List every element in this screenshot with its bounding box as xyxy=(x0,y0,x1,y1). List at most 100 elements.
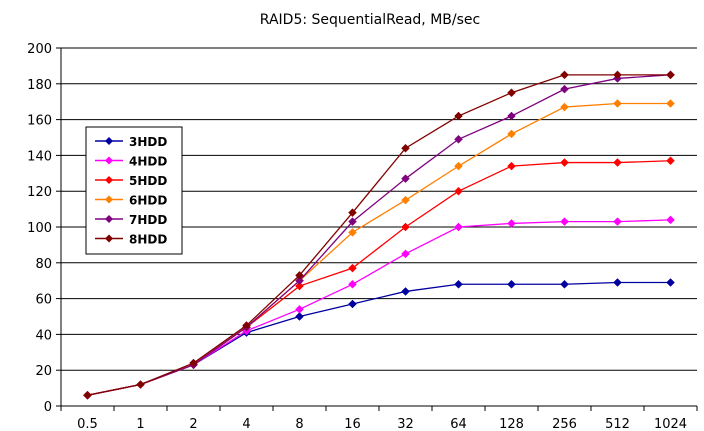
chart-title: RAID5: SequentialRead, MB/sec xyxy=(260,12,480,28)
data-point xyxy=(348,279,357,289)
x-tick-label: 128 xyxy=(499,417,524,431)
y-tick-label: 120 xyxy=(27,185,52,200)
data-point xyxy=(295,270,304,280)
data-point xyxy=(348,263,357,273)
data-point xyxy=(454,161,463,171)
x-tick-label: 0.5 xyxy=(77,417,98,431)
data-point xyxy=(348,228,357,237)
data-point xyxy=(454,222,463,232)
legend-item: 5HDD xyxy=(95,174,167,188)
data-point xyxy=(560,70,569,80)
legend-marker xyxy=(105,137,113,145)
data-point xyxy=(560,102,569,112)
data-point xyxy=(401,174,410,184)
axis-layer: 0 20 40 60 80 100 120 140 160 180 200 0.5 1 2 4 8 16 32 64… xyxy=(27,42,698,431)
legend-box xyxy=(85,126,183,255)
data-point xyxy=(613,217,622,226)
data-point xyxy=(348,299,357,309)
legend-label: 7HDD xyxy=(129,213,167,227)
y-tick-label: 0 xyxy=(44,400,52,415)
data-point xyxy=(507,279,516,289)
data-point xyxy=(401,222,410,232)
data-point xyxy=(666,99,675,108)
x-tick-label: 1024 xyxy=(654,417,687,431)
legend-item: 4HDD xyxy=(95,155,167,169)
legend-label: 4HDD xyxy=(129,155,167,169)
data-point xyxy=(666,70,675,80)
data-point xyxy=(613,99,622,108)
y-tick-label: 60 xyxy=(35,293,52,308)
x-tick-label: 16 xyxy=(344,417,361,431)
legend-marker xyxy=(105,195,113,204)
legend-item: 7HDD xyxy=(95,213,167,227)
y-tick-label: 160 xyxy=(27,114,52,129)
legend-label: 6HDD xyxy=(129,194,167,208)
data-point xyxy=(507,161,516,171)
x-tick-label: 2 xyxy=(189,417,197,431)
series-line xyxy=(87,74,671,396)
data-point xyxy=(560,158,569,167)
data-point xyxy=(348,208,357,218)
legend-label: 3HDD xyxy=(129,135,167,149)
x-tick-label: 8 xyxy=(295,417,303,431)
data-point xyxy=(454,186,463,196)
data-point xyxy=(507,111,516,121)
data-point xyxy=(666,215,675,225)
data-point xyxy=(613,70,622,80)
legend-marker xyxy=(105,156,113,165)
data-point xyxy=(560,84,569,94)
x-tick-label: 1 xyxy=(136,417,144,431)
legend-item: 6HDD xyxy=(95,194,167,208)
legend: 3HDD 4HDD 5HDD 6HDD 7HDD 8HDD xyxy=(85,126,183,255)
legend-item: 8HDD xyxy=(95,233,167,247)
data-point xyxy=(295,276,304,286)
data-point xyxy=(507,219,516,228)
series-line xyxy=(87,74,671,396)
legend-marker xyxy=(105,234,113,243)
data-point xyxy=(454,134,463,144)
data-point xyxy=(613,278,622,287)
legend-marker xyxy=(105,176,113,184)
data-point xyxy=(560,217,569,226)
series-8HDD xyxy=(83,70,675,400)
y-tick-label: 180 xyxy=(27,78,52,93)
data-point xyxy=(83,390,92,400)
y-tick-label: 200 xyxy=(27,42,52,57)
data-point xyxy=(295,281,304,291)
x-tick-label: 4 xyxy=(242,417,250,431)
y-tick-label: 40 xyxy=(35,328,52,343)
data-point xyxy=(401,249,410,259)
series-3HDD xyxy=(83,278,675,400)
x-tick-label: 32 xyxy=(397,417,414,431)
x-tick-label: 64 xyxy=(450,417,467,431)
data-point xyxy=(560,279,569,289)
data-point xyxy=(189,358,198,368)
data-point xyxy=(401,195,410,205)
series-layer xyxy=(83,70,675,400)
legend-label: 5HDD xyxy=(129,174,167,188)
data-point xyxy=(295,304,304,314)
legend-item: 3HDD xyxy=(95,135,167,149)
data-point xyxy=(454,111,463,121)
y-tick-label: 80 xyxy=(35,257,52,272)
data-point xyxy=(666,278,675,287)
legend-marker xyxy=(105,215,113,223)
x-tick-label: 256 xyxy=(552,417,577,431)
data-point xyxy=(348,217,357,226)
data-point xyxy=(454,279,463,289)
x-tick-label: 512 xyxy=(605,417,630,431)
y-tick-label: 20 xyxy=(35,364,52,379)
y-tick-label: 140 xyxy=(27,149,52,164)
data-point xyxy=(507,129,516,139)
legend-label: 8HDD xyxy=(129,233,167,247)
y-tick-label: 100 xyxy=(27,221,52,236)
series-line xyxy=(87,281,671,396)
data-point xyxy=(242,321,251,330)
data-point xyxy=(401,143,410,153)
data-point xyxy=(295,312,304,321)
data-point xyxy=(613,158,622,167)
data-point xyxy=(666,156,675,166)
data-point xyxy=(136,380,145,389)
data-point xyxy=(401,287,410,296)
